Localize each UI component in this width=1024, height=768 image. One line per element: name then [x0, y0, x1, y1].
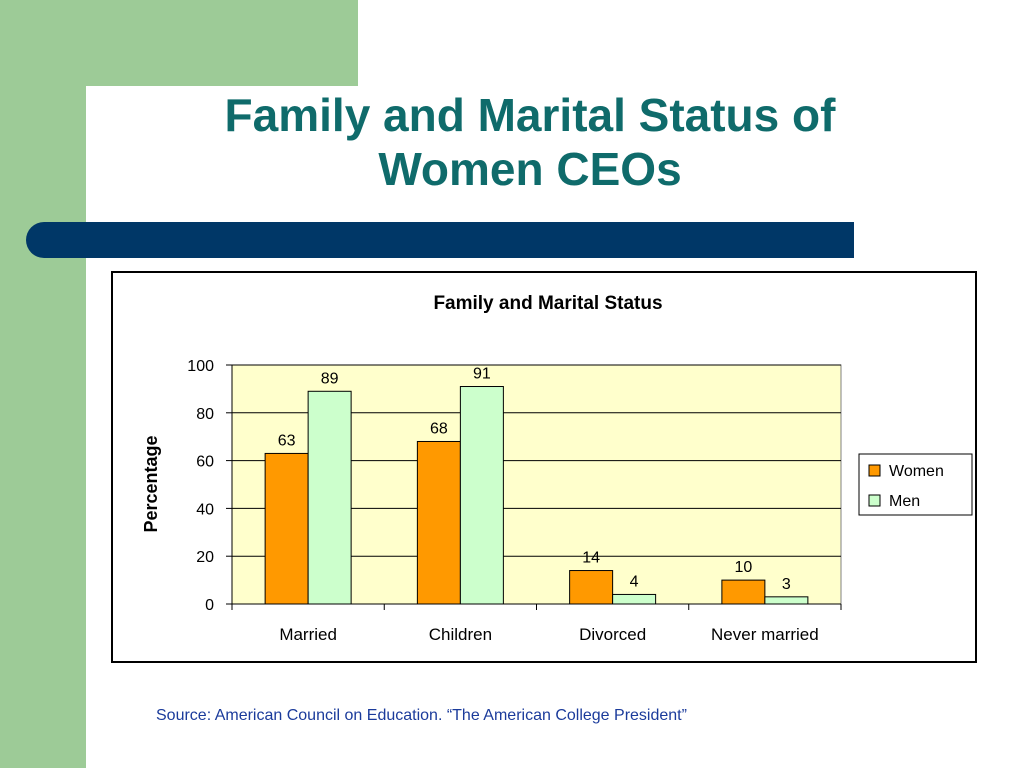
accent-bar	[26, 222, 854, 258]
x-tick-label: Divorced	[579, 625, 646, 644]
bar-women	[416, 440, 461, 605]
data-label: 14	[582, 550, 600, 567]
y-tick-label: 80	[196, 406, 214, 423]
data-label: 10	[734, 559, 752, 576]
legend-swatch-women	[868, 464, 881, 477]
chart-title: Family and Marital Status	[433, 293, 662, 314]
data-label: 91	[473, 366, 491, 383]
data-label: 63	[278, 432, 296, 449]
slide-title: Family and Marital Status of Women CEOs	[150, 88, 910, 196]
bar-women	[721, 579, 766, 605]
bar-chart: Family and Marital Status 0 20 40 60 80 100 Per…	[141, 293, 973, 644]
bar-men	[307, 390, 352, 605]
legend-label-women: Women	[889, 463, 944, 480]
bar-men	[459, 386, 504, 605]
legend-swatch-men	[868, 494, 881, 507]
chart-frame: Family and Marital Status 0 20 40 60 80 100 Per…	[111, 271, 977, 663]
y-tick-label: 20	[196, 549, 214, 566]
bar-men	[764, 596, 809, 605]
bar-women	[569, 570, 614, 605]
slide-title-line-2: Women CEOs	[378, 143, 682, 195]
y-tick-label: 60	[196, 454, 214, 471]
y-axis-label: Percentage	[141, 435, 161, 532]
bar-women	[264, 452, 309, 605]
source-note: Source: American Council on Education. “…	[156, 707, 687, 724]
legend-label-men: Men	[889, 493, 920, 510]
y-tick-label: 0	[205, 597, 214, 614]
y-tick-label: 100	[187, 358, 214, 375]
slide-title-line-1: Family and Marital Status of	[224, 89, 836, 141]
data-label: 4	[630, 573, 639, 590]
data-label: 3	[782, 576, 791, 593]
data-label: 68	[430, 420, 448, 437]
bar-men	[612, 593, 657, 605]
y-tick-label: 40	[196, 501, 214, 518]
x-tick-label: Children	[429, 625, 492, 644]
side-decor-band	[0, 0, 86, 768]
data-label: 89	[321, 370, 339, 387]
top-decor-band	[0, 0, 358, 86]
x-tick-label: Never married	[711, 625, 819, 644]
x-tick-label: Married	[279, 625, 337, 644]
